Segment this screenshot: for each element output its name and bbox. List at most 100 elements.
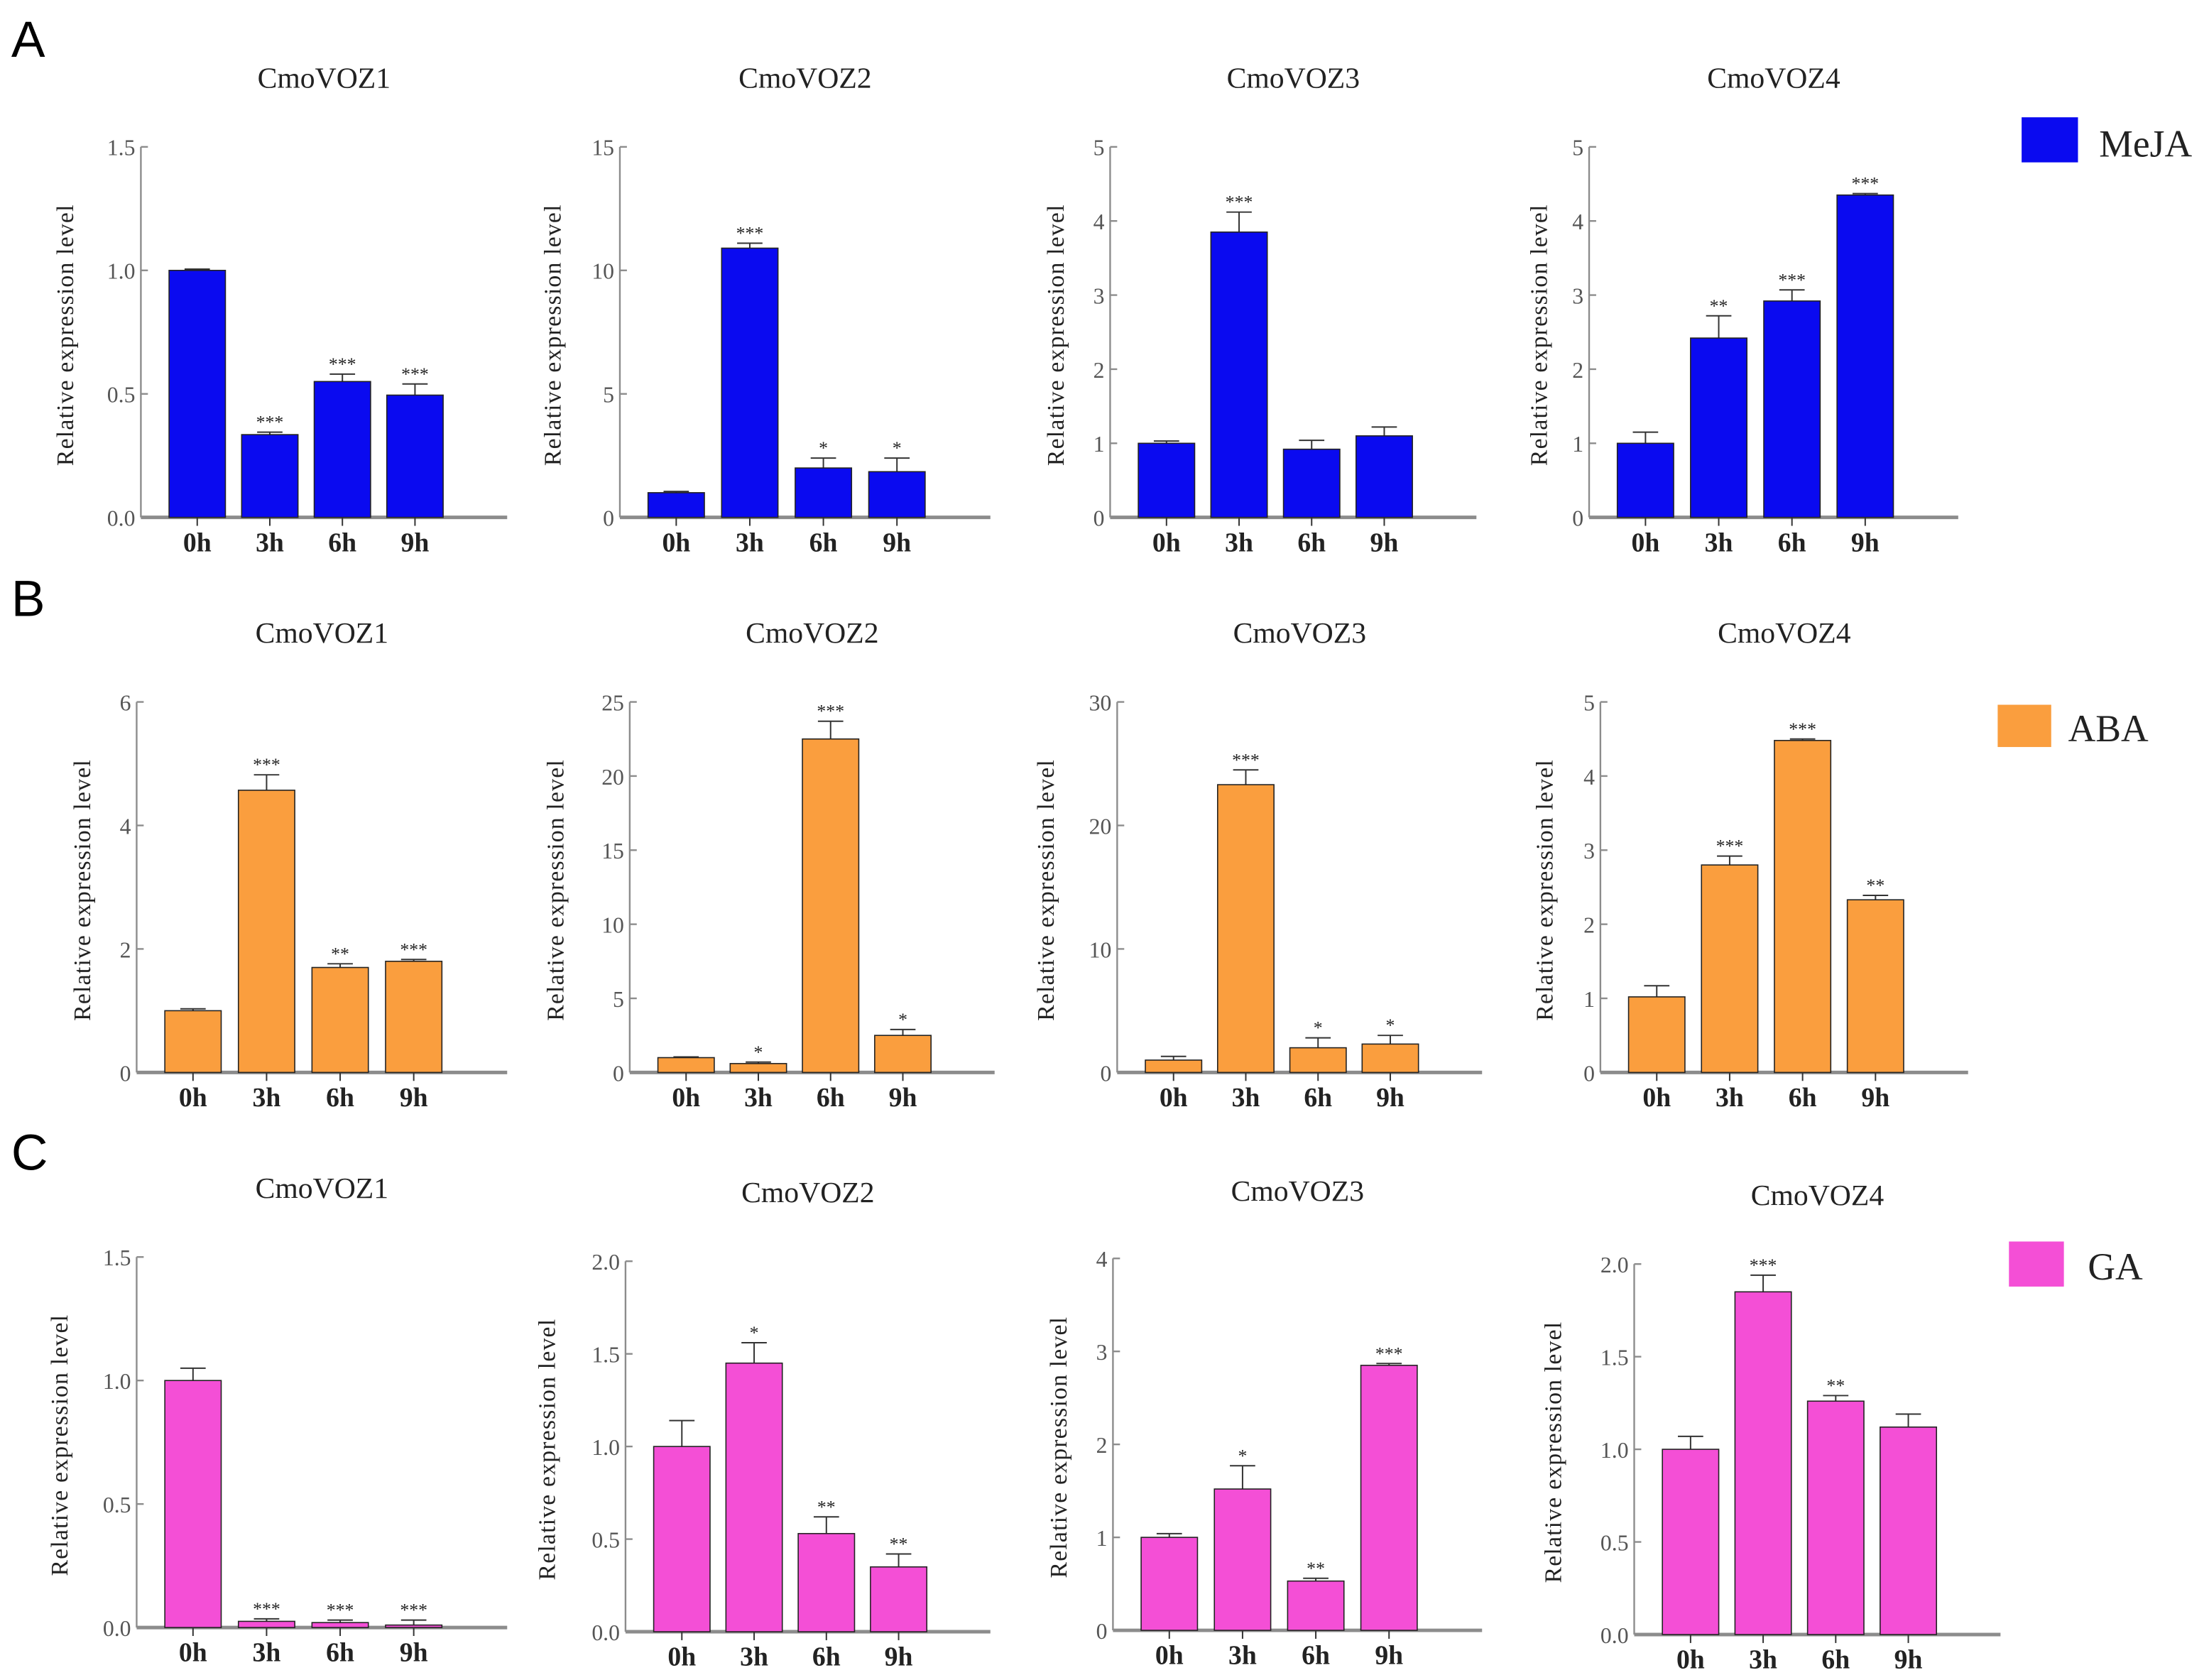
x-tick-label: 0h [1152,528,1181,557]
panel-letter-B: B [11,571,45,628]
bar-chart-C-CmoVOZ1: CmoVOZ1 Relative expression level 0.0 0.5 1.… [47,1172,508,1668]
bar-0h [1627,996,1686,1074]
bar-chart-A-CmoVOZ1: CmoVOZ1 Relative expression level 0.0 0.5 1.… [53,62,508,557]
x-tick-label: 0h [1155,1641,1184,1671]
bar-9h [1355,435,1413,518]
x-tick-label: 9h [889,1083,917,1113]
x-tick-label: 6h [328,528,356,557]
y-tick-label: 1.5 [591,1343,620,1368]
bar-3h [1217,784,1275,1074]
y-tick-label: 0 [1093,506,1105,531]
y-tick-label: 1.0 [107,259,136,284]
y-tick-label: 0 [120,1061,131,1086]
bar-3h [1210,231,1268,518]
y-tick-label: 0.0 [107,506,136,531]
significance-label: *** [400,1600,427,1620]
chart-title: CmoVOZ4 [1751,1179,1885,1212]
bar-6h [797,1532,856,1632]
bar-6h [311,1622,369,1628]
x-tick-label: 9h [1894,1645,1923,1675]
significance-label: *** [1226,192,1253,212]
x-tick-label: 3h [1232,1083,1260,1113]
y-tick-label: 0.5 [103,1493,131,1517]
bar-9h [1361,1043,1419,1074]
y-tick-label: 10 [591,259,614,284]
y-tick-label: 3 [1583,839,1595,863]
significance-label: * [1314,1018,1323,1038]
x-tick-label: 3h [253,1638,281,1668]
significance-label: ** [331,943,349,964]
legend: MeJA [2022,117,2192,165]
bar-0h [1145,1059,1203,1074]
bar-9h [1880,1427,1938,1635]
chart-title: CmoVOZ1 [258,62,391,95]
significance-label: ** [817,1496,836,1517]
bar-6h [1287,1580,1345,1631]
significance-label: *** [329,354,356,374]
x-tick-label: 9h [883,528,911,557]
bar-9h [870,1566,928,1632]
significance-label: *** [401,364,429,384]
legend-label: GA [2088,1245,2143,1288]
y-tick-label: 20 [1089,814,1112,839]
x-tick-label: 9h [400,1083,428,1113]
bar-3h [1213,1488,1272,1631]
significance-label: *** [400,939,427,959]
panel-letter-A: A [11,11,45,68]
x-tick-label: 9h [1370,528,1399,557]
y-axis-label: Relative expression level [1043,204,1069,466]
significance-label: *** [1716,836,1744,856]
y-tick-label: 1.5 [103,1245,131,1270]
y-tick-label: 15 [601,839,624,863]
bar-9h [385,1624,443,1628]
x-tick-label: 9h [1851,528,1880,557]
bar-3h [237,1620,295,1628]
panel-letter-C: C [11,1124,48,1181]
y-tick-label: 2 [120,937,131,962]
y-tick-label: 1 [1572,432,1583,457]
bar-3h [237,790,295,1074]
x-tick-label: 9h [1861,1083,1889,1113]
significance-label: * [750,1322,759,1343]
y-tick-label: 30 [1089,690,1112,715]
y-tick-label: 1 [1096,1526,1108,1551]
significance-label: *** [1778,269,1806,290]
y-tick-label: 0.0 [591,1620,620,1645]
x-tick-label: 3h [1716,1083,1744,1113]
bar-3h [721,247,779,518]
x-tick-label: 3h [1225,528,1253,557]
x-tick-label: 6h [326,1083,354,1113]
significance-label: *** [327,1600,354,1620]
bar-chart-B-CmoVOZ2: CmoVOZ2 Relative expression level 0 5 10 15 20… [543,617,995,1113]
y-axis-label: Relative expression level [1532,759,1558,1021]
y-tick-label: 1.0 [103,1369,131,1394]
bar-6h [1806,1400,1865,1635]
legend-label: ABA [2068,707,2149,750]
chart-title: CmoVOZ4 [1718,617,1851,650]
significance-label: *** [1789,719,1816,739]
bar-chart-A-CmoVOZ4: CmoVOZ4 Relative expression level 0 1 2 3 4 5 0h… [1526,62,1958,557]
bar-chart-C-CmoVOZ3: CmoVOZ3 Relative expression level 0 1 2 3 4 0h 3… [1046,1175,1483,1671]
significance-label: *** [1232,749,1260,770]
chart-title: CmoVOZ4 [1707,62,1840,95]
y-tick-label: 1 [1583,987,1595,1012]
y-tick-label: 15 [591,136,614,160]
y-tick-label: 3 [1093,283,1105,308]
y-tick-label: 0.0 [1600,1623,1629,1648]
x-tick-label: 9h [400,1638,428,1668]
y-tick-label: 5 [613,987,624,1012]
significance-label: *** [253,1598,280,1619]
bar-9h [1846,899,1904,1074]
y-tick-label: 1.5 [1600,1346,1629,1370]
legend-swatch [1997,704,2051,748]
legend: ABA [1997,704,2149,750]
y-tick-label: 25 [601,690,624,715]
bar-9h [874,1035,932,1074]
bar-chart-B-CmoVOZ4: CmoVOZ4 Relative expression level 0 1 2 3 4 5 0h… [1532,617,1968,1113]
y-axis-label: Relative expression level [540,204,567,466]
y-tick-label: 20 [601,765,624,790]
y-tick-label: 3 [1096,1340,1108,1365]
y-tick-label: 10 [601,913,624,938]
y-axis-label: Relative expression level [535,1319,561,1581]
y-tick-label: 0.5 [591,1527,620,1552]
